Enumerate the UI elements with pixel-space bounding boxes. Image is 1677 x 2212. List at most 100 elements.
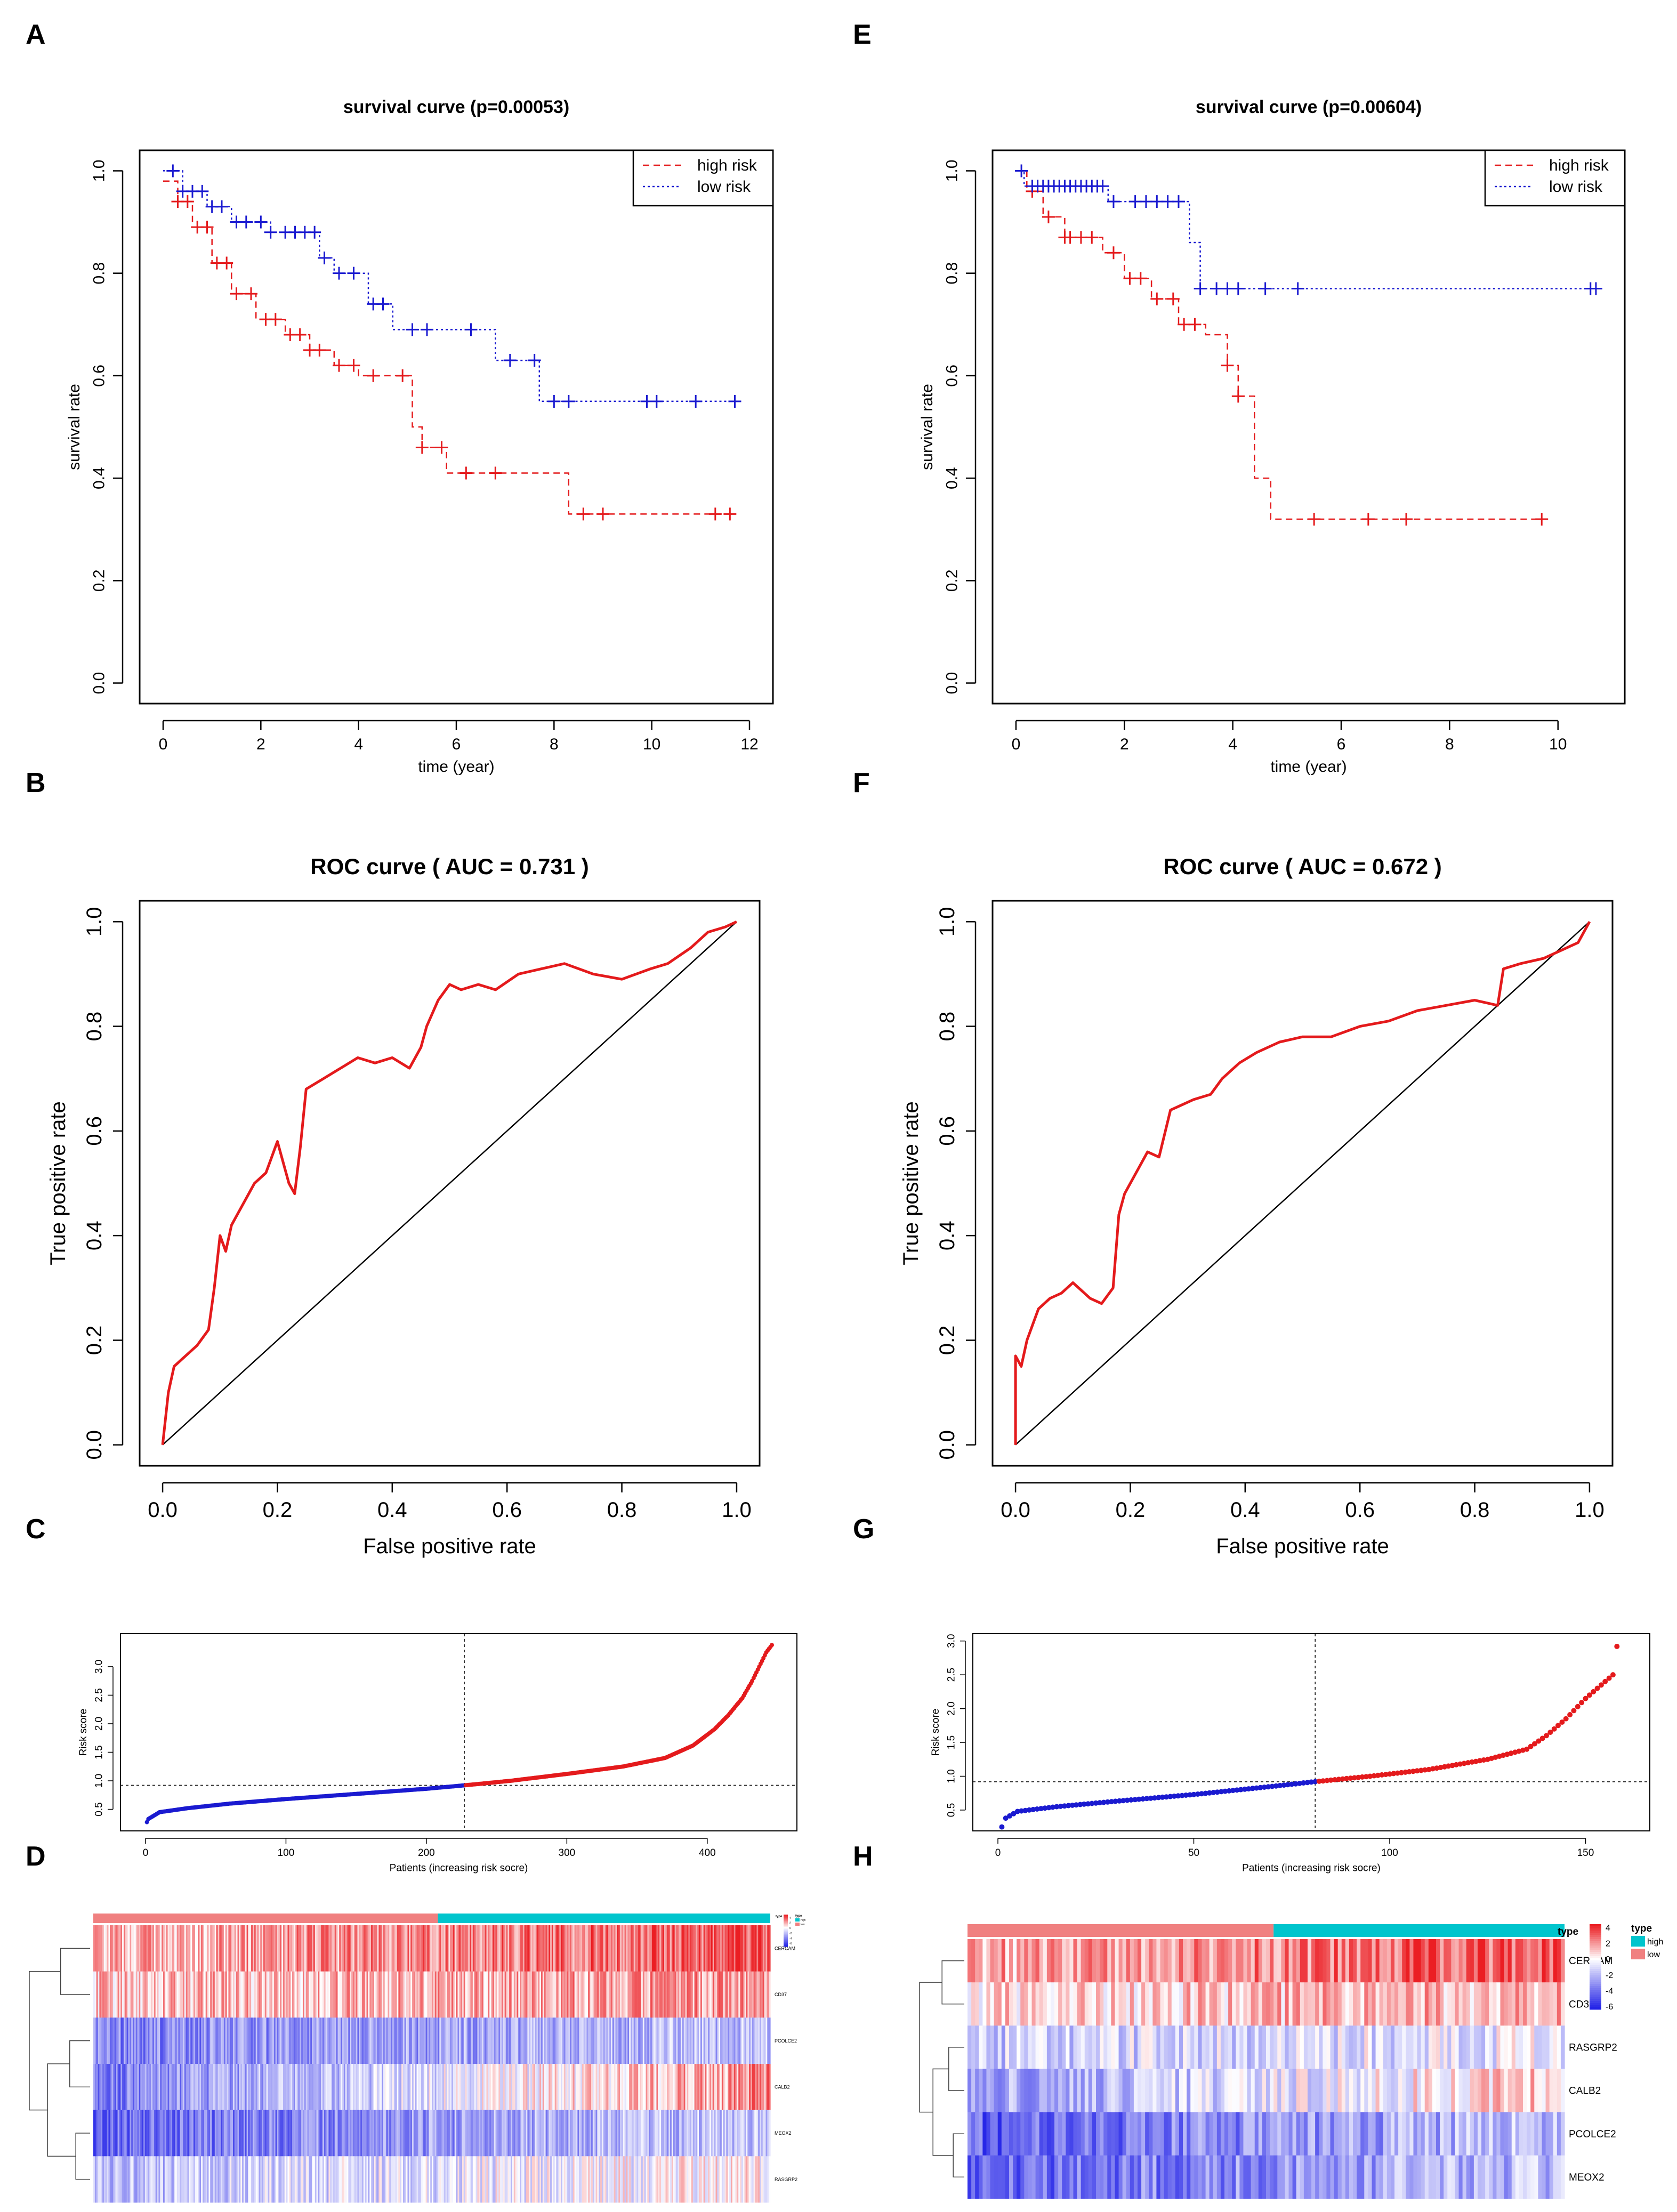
heatmap-cell	[342, 1925, 344, 1972]
heatmap-cell	[500, 2110, 502, 2157]
heatmap-cell	[1300, 2112, 1304, 2156]
heatmap-cell	[327, 2017, 329, 2064]
heatmap-cell	[522, 2064, 525, 2111]
heatmap-cell	[445, 2064, 448, 2111]
heatmap-cell	[647, 2017, 649, 2064]
heatmap-cell	[1251, 1982, 1255, 2026]
heatmap-cell	[609, 1925, 611, 1972]
heatmap-cell	[280, 2110, 282, 2157]
heatmap-cell	[1553, 1939, 1558, 1983]
heatmap-cell	[1088, 2155, 1093, 2199]
heatmap-cell	[302, 2017, 305, 2064]
heatmap-cell	[365, 2156, 367, 2203]
heatmap-cell	[301, 2017, 303, 2064]
heatmap-cell	[301, 2156, 303, 2203]
heatmap-cell	[665, 2017, 667, 2064]
heatmap-cell	[668, 2017, 671, 2064]
heatmap-cell	[1073, 2069, 1078, 2113]
heatmap-cell	[1334, 1982, 1339, 2026]
heatmap-cell	[296, 1971, 299, 2018]
heatmap-cell	[1236, 2112, 1240, 2156]
heatmap-cell	[504, 2064, 507, 2111]
heatmap-cell	[1145, 2025, 1149, 2069]
heatmap-cell	[1379, 1982, 1384, 2026]
heatmap-cell	[196, 2064, 199, 2111]
heatmap-cell	[542, 2017, 545, 2064]
heatmap-cell	[656, 2110, 658, 2157]
heatmap-cell	[98, 2110, 100, 2157]
heatmap-cell	[670, 1925, 672, 1972]
heatmap-cell	[210, 1971, 212, 2018]
heatmap-cell	[986, 1939, 991, 1983]
heatmap-cell	[228, 2110, 230, 2157]
heatmap-cell	[301, 1971, 303, 2018]
heatmap-cell	[1307, 2025, 1312, 2069]
heatmap-cell	[626, 1971, 628, 2018]
heatmap-cell	[98, 2064, 100, 2111]
heatmap-cell	[1455, 2069, 1460, 2113]
heatmap-cell	[609, 2156, 611, 2203]
risk-point	[1606, 1675, 1612, 1681]
heatmap-cell	[517, 2064, 519, 2111]
heatmap-cell	[281, 2017, 284, 2064]
risk-point	[1124, 1797, 1130, 1803]
heatmap-cell	[750, 2110, 753, 2157]
heatmap-cell	[513, 1925, 516, 1972]
risk-point	[1446, 1763, 1452, 1769]
heatmap-cell	[221, 2017, 223, 2064]
heatmap-cell	[491, 2156, 493, 2203]
heatmap-cell	[1349, 2025, 1353, 2069]
heatmap-cell	[1171, 2112, 1176, 2156]
heatmap-cell	[309, 2110, 311, 2157]
heatmap-cell	[975, 2025, 979, 2069]
heatmap-cell	[746, 2156, 748, 2203]
heatmap-cell	[551, 1925, 554, 1972]
censor-mark	[1308, 513, 1321, 526]
censor-mark	[1074, 231, 1087, 244]
heatmap-cell	[706, 2110, 708, 2157]
heatmap-cell	[413, 2064, 416, 2111]
color-scale-step	[1590, 1963, 1601, 1965]
heatmap-cell	[520, 2064, 522, 2111]
heatmap-cell	[568, 2156, 570, 2203]
risk-point	[1340, 1776, 1345, 1782]
heatmap-cell	[746, 2064, 748, 2111]
heatmap-cell	[196, 2017, 199, 2064]
y-axis-title: survival rate	[918, 384, 936, 470]
heatmap-cell	[1118, 1982, 1123, 2026]
heatmap-cell	[501, 2017, 504, 2064]
heatmap-cell	[193, 1925, 196, 1972]
heatmap-cell	[708, 2156, 710, 2203]
heatmap-cell	[1216, 2155, 1221, 2199]
heatmap-cell	[1126, 2025, 1131, 2069]
heatmap-cell	[1292, 2155, 1297, 2199]
heatmap-cell	[595, 1971, 598, 2018]
heatmap-cell	[377, 1925, 379, 1972]
heatmap-cell	[448, 2064, 450, 2111]
heatmap-cell	[1160, 1982, 1165, 2026]
heatmap-cell	[1337, 1939, 1342, 1983]
heatmap-cell	[471, 2110, 473, 2157]
heatmap-cell	[101, 2156, 103, 2203]
heatmap-cell	[668, 2110, 671, 2157]
heatmap-cell	[495, 2110, 498, 2157]
heatmap-cell	[1311, 1982, 1316, 2026]
heatmap-cell	[433, 2156, 436, 2203]
heatmap-cell	[461, 2110, 463, 2157]
heatmap-cell	[190, 1925, 192, 1972]
heatmap-cell	[1470, 2069, 1474, 2113]
x-tick-label: 0.0	[148, 1498, 178, 1522]
heatmap-cell	[1341, 2025, 1346, 2069]
heatmap-cell	[688, 1925, 690, 1972]
heatmap-cell	[1236, 2025, 1240, 2069]
heatmap-cell	[213, 2064, 215, 2111]
heatmap-cell	[158, 1925, 160, 1972]
heatmap-cell	[181, 1971, 183, 2018]
heatmap-cell	[670, 2064, 672, 2111]
heatmap-cell	[489, 1971, 491, 2018]
heatmap-cell	[753, 1971, 756, 2018]
heatmap-cell	[362, 1971, 364, 2018]
heatmap-cell	[1046, 1982, 1051, 2026]
heatmap-cell	[144, 1925, 147, 1972]
heatmap-cell	[699, 2064, 701, 2111]
